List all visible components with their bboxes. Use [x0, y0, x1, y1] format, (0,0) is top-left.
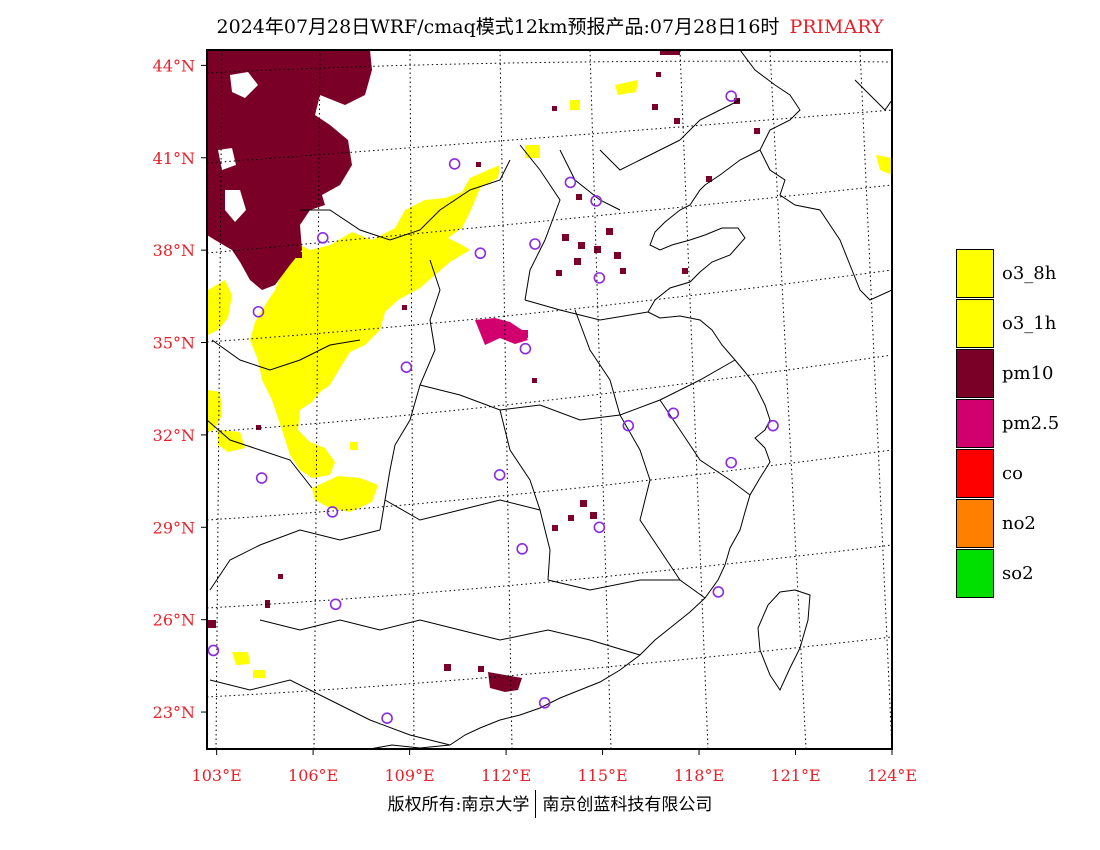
latitude-axis: 44°N 41°N 38°N 35°N 32°N 29°N 26°N 23°N [153, 56, 207, 722]
footer-left: 版权所有:南京大学 [387, 795, 530, 815]
footer-right: 南京创蓝科技有限公司 [542, 795, 713, 815]
legend-swatch-pm2-5 [956, 399, 994, 448]
station-marker [252, 305, 265, 318]
legend-label-co: co [1002, 463, 1023, 484]
scattered-pm-cells [208, 72, 760, 672]
legend-label-pm2-5: pm2.5 [1002, 413, 1060, 434]
legend-label-no2: no2 [1002, 513, 1036, 534]
legend-swatch-o3-1h [956, 299, 994, 348]
footer-separator [535, 789, 537, 818]
station-marker [529, 238, 541, 250]
station-marker [538, 697, 551, 709]
station-marker [316, 232, 329, 244]
station-marker [667, 407, 680, 420]
map-border [206, 49, 893, 750]
station-marker [712, 586, 725, 598]
lat-tick-label: 32°N [153, 426, 195, 445]
lon-tick-label: 121°E [770, 766, 820, 785]
station-marker [326, 506, 339, 518]
station-marker [493, 469, 506, 481]
lon-tick-label: 115°E [577, 766, 627, 785]
copyright-footer: 版权所有:南京大学 南京创蓝科技有限公司 [0, 789, 1100, 820]
monitoring-stations [207, 90, 779, 725]
lat-tick-label: 38°N [153, 241, 195, 260]
legend-swatch-so2 [956, 549, 994, 598]
station-marker [400, 361, 413, 373]
lon-tick-label: 118°E [674, 766, 724, 785]
lon-tick-label: 109°E [384, 766, 434, 785]
lat-tick-label: 23°N [153, 703, 195, 722]
station-marker [593, 521, 606, 534]
lon-tick-label: 106°E [288, 766, 338, 785]
station-marker [255, 472, 268, 484]
lat-tick-label: 41°N [153, 149, 195, 168]
station-marker [767, 419, 779, 432]
station-marker [725, 456, 738, 469]
lon-tick-label: 103°E [192, 766, 242, 785]
lat-tick-label: 29°N [153, 518, 195, 537]
station-marker [516, 543, 528, 555]
graticule [207, 50, 892, 749]
station-marker [519, 342, 532, 355]
lon-tick-label: 124°E [867, 766, 917, 785]
lat-tick-label: 44°N [153, 56, 195, 75]
legend-swatch-no2 [956, 499, 994, 548]
legend-swatch-o3-8h [956, 249, 994, 298]
station-marker [207, 644, 220, 657]
legend-swatch-co [956, 449, 994, 498]
station-marker [622, 419, 635, 432]
boundaries [207, 50, 892, 749]
legend-label-o3-1h: o3_1h [1002, 313, 1057, 334]
legend-swatch-pm10 [956, 349, 994, 398]
station-marker [448, 158, 461, 170]
legend-label-so2: so2 [1002, 563, 1034, 584]
legend-label-pm10: pm10 [1002, 363, 1054, 384]
lat-tick-label: 35°N [153, 334, 195, 353]
station-marker [329, 598, 342, 611]
station-marker [590, 195, 602, 207]
station-marker [474, 247, 487, 260]
station-marker [381, 712, 393, 725]
station-marker [593, 272, 606, 284]
pm10-shading [207, 50, 680, 692]
station-marker [725, 90, 738, 102]
lat-tick-label: 26°N [153, 611, 195, 630]
lon-tick-label: 112°E [481, 766, 531, 785]
title-main: 2024年07月28日WRF/cmaq模式12km预报产品:07月28日16时 [216, 16, 780, 38]
map-title: 2024年07月28日WRF/cmaq模式12km预报产品:07月28日16时 P… [0, 12, 1100, 39]
station-marker [564, 176, 577, 189]
title-tag: PRIMARY [789, 16, 884, 38]
legend-label-o3-8h: o3_8h [1002, 263, 1057, 284]
longitude-axis: 103°E 106°E 109°E 112°E 115°E 118°E 121°E 124°E [192, 749, 917, 785]
